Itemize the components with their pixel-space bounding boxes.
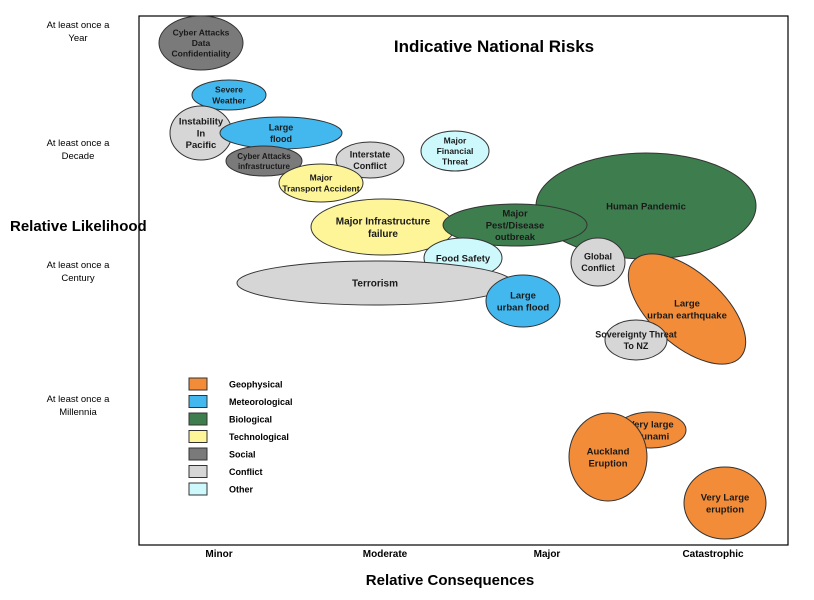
legend-swatch xyxy=(188,412,208,426)
chart-title: Indicative National Risks xyxy=(394,37,594,56)
legend-item-geophysical: Geophysical xyxy=(188,377,283,391)
legend-label: Social xyxy=(229,450,256,460)
bubble-label: Very Large eruption xyxy=(701,492,750,515)
legend: Geophysical Meteorological Biological Techn… xyxy=(188,377,293,496)
risk-bubble-cyber-attacks-data-confidentiality: Cyber Attacks Data Confidentiality xyxy=(158,15,244,71)
legend-swatch xyxy=(188,395,208,408)
risk-bubble-large-urban-flood: Large urban flood xyxy=(485,274,561,328)
x-tick-minor: Minor xyxy=(205,549,232,560)
x-tick-catastrophic: Catastrophic xyxy=(682,549,744,560)
legend-item-meteorological: Meteorological xyxy=(188,395,293,408)
bubble-label: Large urban earthquake xyxy=(647,298,727,321)
bubble-shape xyxy=(570,237,626,287)
bubble-label: Food Safety xyxy=(436,253,491,264)
bubble-shape xyxy=(335,141,405,179)
legend-label: Technological xyxy=(229,432,289,442)
risk-bubble-severe-weather: Severe Weather xyxy=(191,79,267,111)
legend-item-other: Other xyxy=(188,482,254,496)
y-tick-at-least-once-a-year: At least once a Year xyxy=(47,20,111,44)
bubble-shape xyxy=(568,412,648,502)
risk-bubble-major-transport-accident: Major Transport Accident xyxy=(278,163,364,203)
bubble-label: Severe Weather xyxy=(212,85,246,106)
bubble-label: Major Financial Threat xyxy=(437,135,474,166)
bubble-shape xyxy=(191,79,267,111)
bubble-label: Auckland Eruption xyxy=(587,446,630,469)
bubble-shape xyxy=(225,145,303,177)
bubble-label: Global Conflict xyxy=(581,252,615,273)
risk-bubble-instability-in-pacific: Instability In Pacific xyxy=(169,105,233,161)
y-axis-label: Relative Likelihood xyxy=(10,218,147,235)
bubble-shape xyxy=(485,274,561,328)
bubble-label: Cyber Attacks Data Confidentiality xyxy=(171,27,230,58)
bubble-label: Cyber Attacks infrastructure xyxy=(237,152,291,171)
risk-bubble-human-pandemic: Human Pandemic xyxy=(535,152,757,260)
bubble-label: Instability In Pacific xyxy=(179,116,224,151)
x-tick-major: Major xyxy=(534,549,561,560)
bubble-label: Terrorism xyxy=(352,279,398,290)
legend-label: Meteorological xyxy=(229,397,293,407)
bubble-shape xyxy=(158,15,244,71)
bubble-label: Major Infrastructure failure xyxy=(336,216,431,240)
x-axis-label: Relative Consequences xyxy=(366,572,534,589)
bubble-shape xyxy=(420,130,490,172)
bubble-label: Sovereignty Threat To NZ xyxy=(595,330,677,351)
y-axis-ticks: At least once a Year At least once a Decade… xyxy=(47,20,111,418)
legend-item-technological: Technological xyxy=(188,430,289,443)
risk-bubble-interstate-conflict: Interstate Conflict xyxy=(335,141,405,179)
legend-item-social: Social xyxy=(188,447,256,461)
bubble-label: Very large tsunami xyxy=(628,419,673,442)
risk-bubbles: Cyber Attacks Data Confidentiality Severe We… xyxy=(158,15,767,540)
legend-label: Geophysical xyxy=(229,380,283,390)
legend-label: Other xyxy=(229,485,254,495)
bubble-label: Major Transport Accident xyxy=(282,173,359,194)
risk-bubble-cyber-attacks-infrastructure: Cyber Attacks infrastructure xyxy=(225,145,303,177)
x-axis-ticks: Minor Moderate Major Catastrophic xyxy=(205,549,744,560)
legend-swatch xyxy=(188,430,208,443)
y-tick-at-least-once-a-decade: At least once a Decade xyxy=(47,138,111,162)
bubble-label: Interstate Conflict xyxy=(350,150,391,171)
bubble-shape xyxy=(278,163,364,203)
bubble-label: Major Pest/Disease outbreak xyxy=(486,208,545,243)
legend-swatch xyxy=(188,377,208,391)
bubble-label: Large urban flood xyxy=(497,290,549,313)
bubble-shape xyxy=(442,203,588,247)
bubble-label: Large flood xyxy=(269,123,294,144)
risk-bubble-large-flood: Large flood xyxy=(219,116,343,150)
risk-bubble-terrorism: Terrorism xyxy=(236,260,514,306)
legend-swatch xyxy=(188,482,208,496)
bubble-shape xyxy=(604,319,668,361)
bubble-label: Human Pandemic xyxy=(606,201,686,212)
y-tick-at-least-once-a-century: At least once a Century xyxy=(47,260,111,284)
risk-bubble-auckland-eruption: Auckland Eruption xyxy=(568,412,648,502)
risk-bubble-sovereignty-threat-to-nz: Sovereignty Threat To NZ xyxy=(595,319,677,361)
risk-bubble-major-financial-threat: Major Financial Threat xyxy=(420,130,490,172)
x-tick-moderate: Moderate xyxy=(363,549,408,560)
legend-item-conflict: Conflict xyxy=(188,465,263,478)
legend-swatch xyxy=(188,447,208,461)
risk-bubble-global-conflict: Global Conflict xyxy=(570,237,626,287)
legend-label: Conflict xyxy=(229,467,263,477)
y-tick-at-least-once-a-millennia: At least once a Millennia xyxy=(47,394,111,418)
risk-bubble-very-large-eruption: Very Large eruption xyxy=(683,466,767,540)
legend-item-biological: Biological xyxy=(188,412,272,426)
risk-bubble-major-pest-disease-outbreak: Major Pest/Disease outbreak xyxy=(442,203,588,247)
legend-label: Biological xyxy=(229,415,272,425)
legend-swatch xyxy=(188,465,208,478)
bubble-shape xyxy=(683,466,767,540)
